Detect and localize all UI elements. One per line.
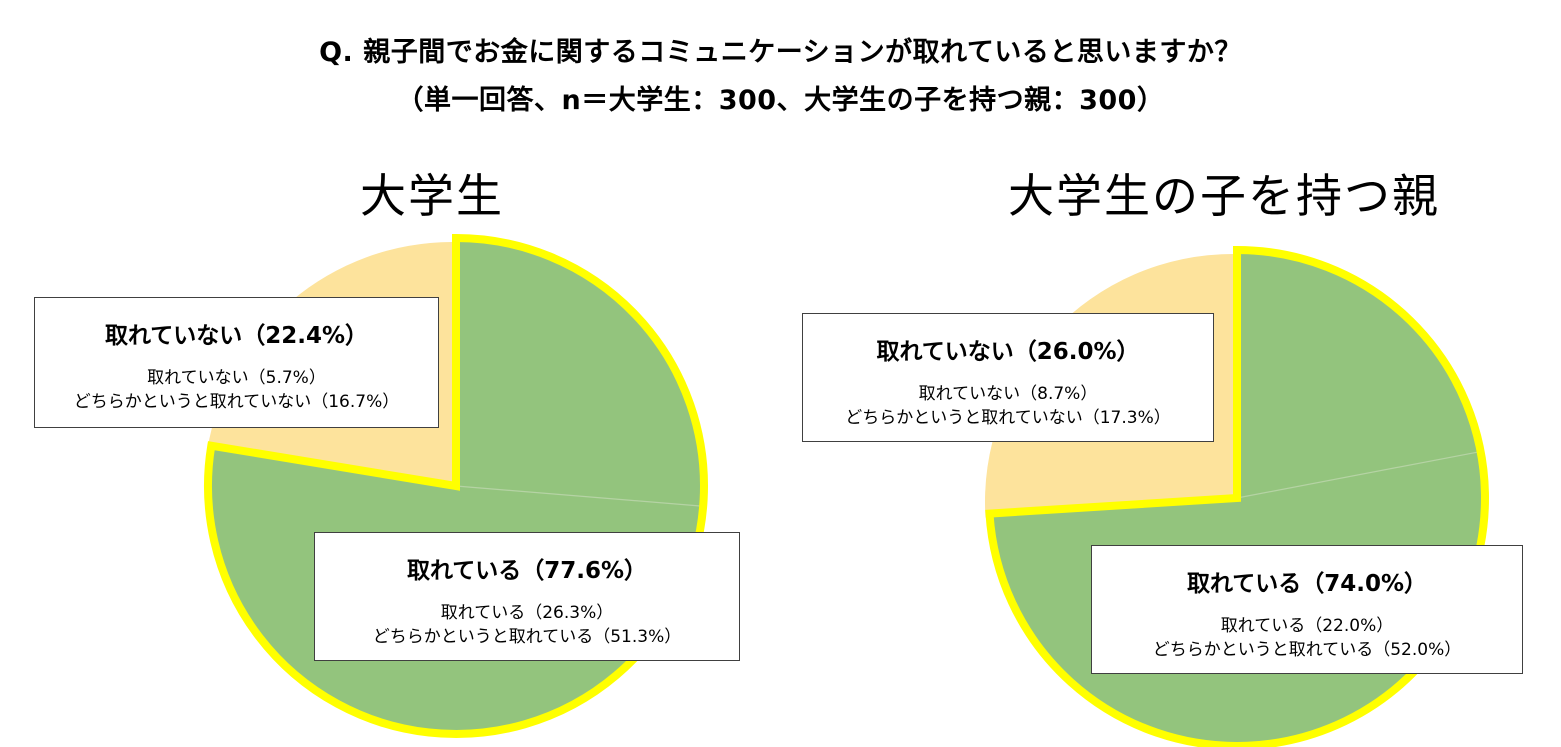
question-text: Q. 親子間でお金に関するコミュニケーションが取れていると思いますか？ [319,37,1242,68]
label-line: どちらかというと取れている（51.3%） [372,627,682,647]
label-box-toreteiru-parents: 取れている（74.0%） 取れている（22.0%） どちらかというと取れている（… [1091,545,1523,674]
label-line: どちらかというと取れている（52.0%） [1152,640,1462,660]
label-head: 取れている（74.0%） [1186,571,1428,597]
label-line: どちらかというと取れていない（16.7%） [73,392,400,412]
slice-toreteiru-strong [456,238,704,507]
label-head: 取れていない（22.4%） [104,323,369,349]
label-line: 取れている（22.0%） [1220,616,1394,636]
label-line: 取れていない（8.7%） [918,384,1098,404]
slice-toreteiru-strong [1237,250,1481,498]
label-box-toreteiru-students: 取れている（77.6%） 取れている（26.3%） どちらかというと取れている（… [314,532,740,661]
sub-slice-divider [455,485,704,507]
question-subtext: （単一回答、n＝大学生：300、大学生の子を持つ親：300） [396,85,1165,116]
highlight-border [204,233,708,738]
label-line: どちらかというと取れていない（17.3%） [845,408,1171,428]
chart-title-students: 大学生 [360,169,504,223]
label-line: 取れている（26.3%） [440,603,614,623]
label-head: 取れている（77.6%） [406,558,648,584]
label-line: 取れていない（5.7%） [147,368,326,388]
sub-slice-divider [1236,450,1481,499]
chart-title-parents: 大学生の子を持つ親 [1008,169,1440,223]
label-head: 取れていない（26.0%） [876,339,1140,365]
label-box-toreteinai-students: 取れていない（22.4%） 取れていない（5.7%） どちらかというと取れていな… [34,297,439,428]
label-box-toreteinai-parents: 取れていない（26.0%） 取れていない（8.7%） どちらかというと取れていな… [802,313,1214,442]
